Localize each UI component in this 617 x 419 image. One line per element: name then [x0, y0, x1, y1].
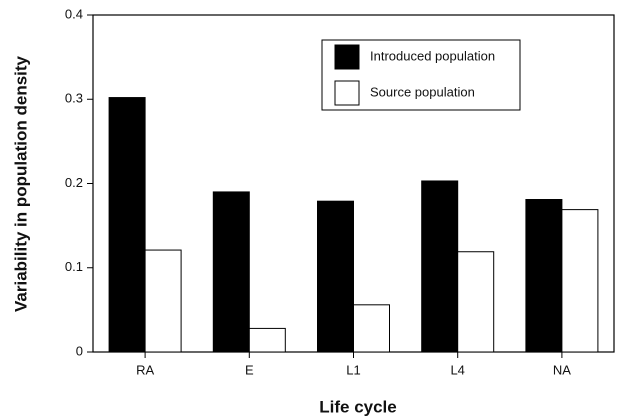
bar [561, 209, 599, 353]
x-tick-label: E [245, 362, 254, 377]
x-tick-label: L4 [450, 362, 464, 377]
bar [144, 249, 182, 353]
y-tick-label: 0.1 [65, 259, 83, 274]
x-tick-label: L1 [346, 362, 360, 377]
y-tick-label: 0.3 [65, 91, 83, 106]
bar [317, 200, 354, 353]
bar [457, 251, 495, 353]
legend-label: Source population [370, 84, 475, 99]
bar [525, 199, 563, 353]
y-tick-label: 0 [76, 343, 83, 358]
y-axis-title: Variability in population density [11, 55, 30, 312]
bar [212, 191, 250, 353]
bar [108, 97, 146, 353]
legend-label: Introduced population [370, 48, 495, 63]
x-tick-label: RA [136, 362, 154, 377]
legend-swatch [334, 44, 360, 70]
x-axis-title: Life cycle [319, 397, 397, 416]
bar [421, 180, 459, 353]
bar [353, 304, 390, 353]
legend-swatch [334, 80, 360, 106]
y-tick-label: 0.2 [65, 175, 83, 190]
x-tick-label: NA [553, 362, 571, 377]
bar [248, 327, 286, 353]
y-tick-label: 0.4 [65, 6, 83, 21]
